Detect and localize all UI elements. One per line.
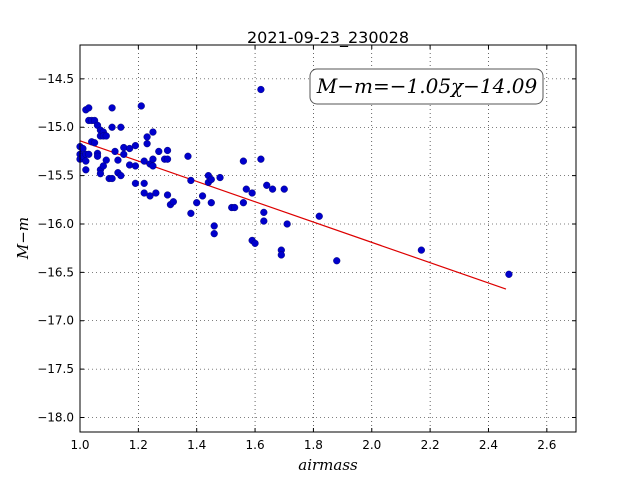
data-point: [242, 185, 250, 193]
data-point: [251, 239, 259, 247]
y-tick-label: −16.5: [37, 265, 74, 279]
data-point: [152, 189, 160, 197]
data-point: [131, 142, 140, 150]
data-point: [149, 162, 157, 170]
x-tick-label: 2.6: [537, 438, 556, 452]
data-point: [207, 199, 215, 207]
data-point: [248, 189, 256, 197]
data-point: [111, 147, 119, 156]
annotation-box: [309, 68, 544, 105]
data-point: [260, 208, 268, 216]
data-point: [257, 155, 265, 163]
data-point: [268, 185, 277, 193]
data-point: [149, 128, 157, 136]
data-point: [163, 155, 172, 163]
data-point: [90, 139, 99, 147]
y-tick-label: −15.0: [37, 120, 74, 134]
data-point: [117, 172, 125, 180]
x-tick-label: 1.4: [187, 438, 206, 452]
data-point: [193, 199, 201, 207]
data-point: [216, 173, 224, 182]
data-point: [85, 104, 93, 112]
data-point: [210, 222, 218, 230]
data-point: [140, 179, 148, 187]
data-point: [102, 156, 110, 164]
data-point: [137, 102, 145, 110]
x-tick-label: 1.0: [70, 438, 89, 452]
data-point: [187, 176, 195, 185]
chart-title: 2021-09-23_230028: [247, 28, 409, 48]
data-point: [417, 246, 425, 254]
data-point: [102, 132, 110, 140]
data-point: [108, 123, 116, 131]
data-point: [82, 166, 90, 174]
data-point: [143, 133, 151, 141]
data-point: [169, 198, 177, 206]
data-point: [333, 257, 341, 265]
data-point: [210, 230, 218, 238]
data-point: [155, 147, 163, 156]
y-tick-label: −17.5: [37, 362, 74, 376]
data-point: [140, 189, 148, 197]
data-point: [131, 162, 140, 170]
x-tick-label: 2.4: [479, 438, 498, 452]
data-point: [207, 175, 215, 184]
data-point: [163, 191, 172, 199]
data-point: [140, 157, 148, 165]
x-tick-label: 2.0: [362, 438, 381, 452]
data-point: [126, 144, 134, 153]
x-axis-label: airmass: [298, 456, 358, 474]
data-point: [131, 179, 140, 187]
data-point: [505, 270, 513, 278]
data-point: [120, 150, 128, 158]
plot-frame: [79, 44, 577, 433]
y-tick-label: −14.5: [37, 72, 74, 86]
data-point: [315, 212, 323, 220]
data-point: [96, 170, 105, 178]
y-tick-label: −18.0: [37, 410, 74, 424]
data-point: [143, 140, 151, 148]
data-point: [239, 157, 247, 165]
data-point: [263, 181, 271, 189]
fit-annotation: M−m=−1.05χ−14.09: [309, 68, 544, 105]
data-point: [117, 123, 125, 131]
data-point: [149, 155, 157, 163]
annotation-text: M−m=−1.05χ−14.09: [316, 74, 538, 98]
x-tick-label: 1.6: [246, 438, 265, 452]
data-point: [99, 162, 107, 170]
data-point: [257, 85, 265, 94]
x-tick-label: 1.2: [129, 438, 148, 452]
data-point: [260, 217, 268, 225]
data-point: [108, 174, 116, 183]
y-axis-label: M−m: [14, 217, 32, 260]
data-point: [114, 156, 122, 164]
data-point: [239, 199, 247, 207]
data-point: [277, 251, 285, 259]
y-tick-label: −16.0: [37, 217, 74, 231]
data-point: [198, 192, 207, 200]
y-tick-label: −15.5: [37, 169, 74, 183]
axis-ticks: 1.0 1.2 1.4 1.6 1.8 2.0 2.2 2.4 2.6 −14.5 −15.0 −15…: [37, 45, 576, 452]
data-point: [93, 152, 102, 160]
data-point: [85, 150, 93, 158]
data-point: [82, 157, 90, 165]
data-point: [184, 152, 192, 160]
data-point: [187, 209, 195, 217]
x-tick-label: 2.2: [421, 438, 440, 452]
data-point: [280, 185, 288, 193]
data-point: [163, 146, 172, 155]
y-tick-label: −17.0: [37, 314, 74, 328]
data-points: [76, 85, 513, 278]
data-point: [146, 192, 154, 200]
data-point: [283, 220, 291, 228]
data-point: [108, 104, 116, 112]
x-tick-label: 1.8: [304, 438, 323, 452]
data-point: [231, 203, 239, 212]
